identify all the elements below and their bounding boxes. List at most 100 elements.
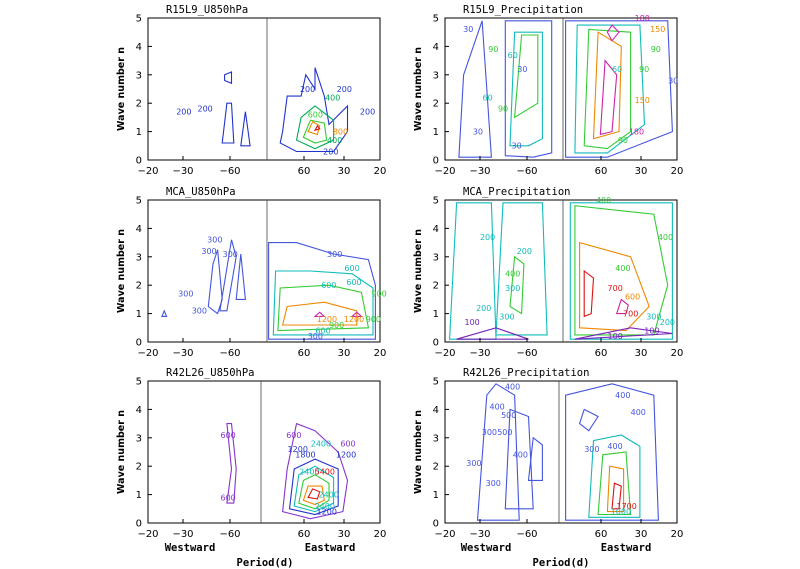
contour-line [282, 422, 349, 520]
x-tick-label: −30 [469, 166, 490, 177]
y-tick-label: 0 [136, 156, 142, 167]
contour-label: 200 [480, 233, 495, 242]
contour-label: 700 [623, 309, 638, 318]
contour-label: 900 [366, 315, 381, 324]
x-tick-label: −30 [172, 166, 193, 177]
contour-line [565, 383, 659, 521]
y-tick-label: 4 [433, 42, 439, 53]
contour-label: 200 [660, 318, 675, 327]
x-tick-label: −60 [516, 348, 537, 359]
contour-line [509, 31, 543, 147]
contour-label: 600 [220, 493, 235, 502]
contour-label: 200 [197, 105, 212, 114]
panel-2: R15L9_Precipitation 0 1 2 3 4 5 −20 −30 −60 60 30 20… [413, 4, 683, 177]
x-tick-label: −30 [469, 529, 490, 540]
panel-3: MCA_U850hPa 0 1 2 3 4 5 −20 −30 −60 60 30 20 Wave num… [116, 186, 387, 359]
contour-line [279, 67, 349, 153]
x-tick-label: 20 [374, 529, 387, 540]
contour-label: 1200 [344, 315, 364, 324]
x-tick-label: −20 [137, 348, 158, 359]
contour-line [313, 124, 321, 132]
contour-line [583, 269, 595, 318]
contour-line [307, 120, 321, 136]
contour-line [611, 482, 622, 510]
contour-line [588, 434, 641, 518]
y-tick-label: 5 [433, 196, 439, 207]
panel-4: MCA_Precipitation 0 1 2 3 4 5 −20 −30 −60 60 30 20 Wa… [413, 186, 683, 359]
x-tick-label: 30 [338, 348, 351, 359]
x-tick-label: −20 [434, 166, 455, 177]
x-tick-label: 60 [298, 166, 311, 177]
contour-label: 1700 [616, 502, 636, 511]
y-axis-label: Wave number n [116, 410, 127, 494]
contour-label: 400 [489, 402, 504, 411]
x-tick-label: 60 [595, 529, 608, 540]
y-tick-label: 5 [433, 377, 439, 388]
plot-frame [444, 17, 678, 161]
contour-label: 500 [497, 428, 512, 437]
contour-line [569, 202, 673, 340]
x-tick-label: −30 [172, 348, 193, 359]
x-tick-label: −60 [219, 348, 240, 359]
x-tick-label: 60 [298, 529, 311, 540]
x-tick-label: −30 [469, 348, 490, 359]
xlabel-period-right: Period(d) [533, 557, 590, 569]
contour-label: 100 [644, 326, 659, 335]
x-tick-label: 30 [635, 166, 648, 177]
contour-line [221, 102, 235, 144]
contour-line [293, 465, 335, 513]
contour-label: 600 [286, 431, 301, 440]
contour-line [224, 71, 233, 85]
y-tick-label: 3 [136, 252, 142, 263]
y-tick-label: 1 [433, 127, 439, 138]
contour-label: 2400 [299, 468, 319, 477]
y-tick-label: 5 [136, 14, 142, 25]
contour-line [235, 253, 247, 300]
contour-label: 300 [201, 247, 216, 256]
contour-label: 200 [476, 304, 491, 313]
contour-label: 300 [223, 250, 238, 259]
xlabel-westward: Westward [165, 542, 216, 554]
contour-label: 30 [517, 65, 527, 74]
y-tick-label: 1 [136, 309, 142, 320]
y-axis-label: Wave number n [116, 47, 127, 131]
y-tick-label: 4 [433, 224, 439, 235]
contour-label: 400 [615, 264, 630, 273]
panel-5: R42L26_U850hPa 0 1 2 3 4 5 −20 −30 −60 60 30 20 Wave … [116, 367, 386, 540]
y-axis-label: Wave number n [413, 47, 424, 131]
contour-label: 600 [625, 292, 640, 301]
contour-label: 800 [333, 127, 348, 136]
contour-line [219, 239, 237, 312]
x-tick-label: 20 [374, 348, 387, 359]
xlabel-period: Period(d) [237, 557, 294, 569]
y-tick-label: 4 [136, 224, 142, 235]
contour-line [583, 28, 632, 150]
contour-label: 200 [517, 247, 532, 256]
contour-label: 60 [612, 65, 622, 74]
plot-frame [147, 380, 381, 524]
x-tick-label: 30 [635, 348, 648, 359]
contour-line [527, 436, 543, 481]
contour-line [592, 31, 622, 140]
contour-label: 900 [371, 290, 386, 299]
contour-label: 600 [220, 431, 235, 440]
xlabel-eastward-right: Eastward [601, 542, 652, 554]
contour-line [597, 451, 632, 516]
y-axis-label: Wave number n [413, 410, 424, 494]
x-tick-label: 60 [595, 348, 608, 359]
contour-label: 2400 [318, 490, 338, 499]
contour-label: 400 [631, 408, 646, 417]
x-tick-label: −20 [434, 348, 455, 359]
contour-label: 90 [618, 136, 628, 145]
contour-label: 90 [498, 105, 508, 114]
contour-label: 300 [308, 332, 323, 341]
x-tick-label: 20 [671, 166, 684, 177]
contour-label: 150 [650, 25, 665, 34]
y-tick-label: 1 [433, 490, 439, 501]
y-tick-label: 2 [136, 281, 142, 292]
contour-label: 180 [635, 14, 650, 23]
y-tick-label: 4 [433, 405, 439, 416]
contour-line [495, 202, 548, 336]
panel-title: R15L9_Precipitation [463, 4, 583, 16]
contour-label: 900 [329, 321, 344, 330]
